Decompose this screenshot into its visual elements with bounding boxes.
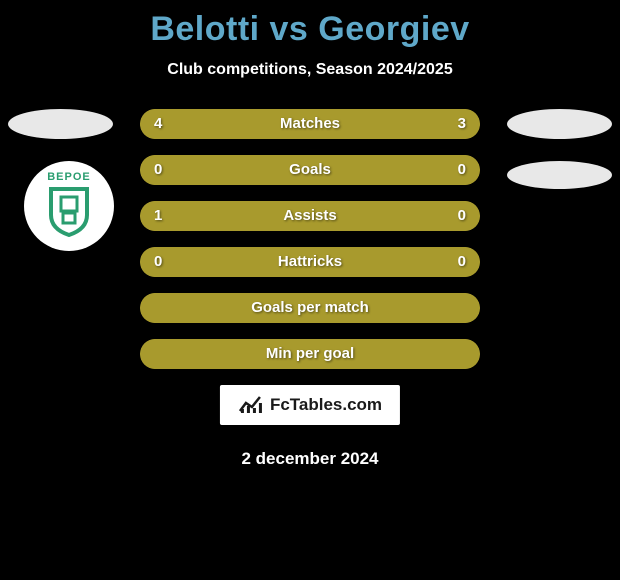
stat-row: 00Goals bbox=[140, 155, 480, 185]
stat-label: Matches bbox=[140, 109, 480, 139]
stat-label: Min per goal bbox=[140, 339, 480, 369]
stat-row: 43Matches bbox=[140, 109, 480, 139]
stat-label: Assists bbox=[140, 201, 480, 231]
subtitle: Club competitions, Season 2024/2025 bbox=[0, 61, 620, 79]
stat-row: Goals per match bbox=[140, 293, 480, 323]
club-badge: BEPOE bbox=[24, 161, 114, 251]
stat-label: Hattricks bbox=[140, 247, 480, 277]
brand-logo-icon bbox=[238, 395, 264, 415]
brand-box: FcTables.com bbox=[220, 385, 400, 425]
badge-text: BEPOE bbox=[45, 171, 93, 183]
date-text: 2 december 2024 bbox=[0, 449, 620, 469]
stats-container: 43Matches 00Goals 10Assists 00Hattricks Goal… bbox=[140, 109, 480, 385]
shield-icon bbox=[45, 185, 93, 237]
brand-text: FcTables.com bbox=[270, 395, 382, 415]
stat-row: 10Assists bbox=[140, 201, 480, 231]
player-right-ellipse-top bbox=[507, 109, 612, 139]
player-left-ellipse bbox=[8, 109, 113, 139]
page-title: Belotti vs Georgiev bbox=[0, 0, 620, 49]
stat-label: Goals per match bbox=[140, 293, 480, 323]
stat-row: Min per goal bbox=[140, 339, 480, 369]
stat-row: 00Hattricks bbox=[140, 247, 480, 277]
stat-label: Goals bbox=[140, 155, 480, 185]
player-right-ellipse-mid bbox=[507, 161, 612, 189]
